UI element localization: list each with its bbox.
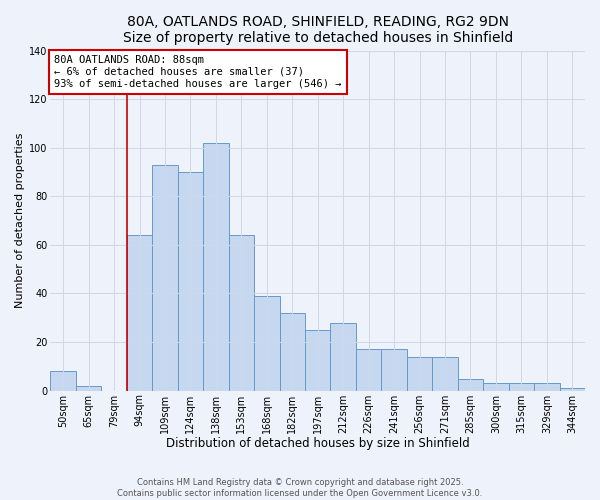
Bar [152, 164, 178, 390]
Bar [509, 384, 534, 390]
Bar [305, 330, 331, 390]
X-axis label: Distribution of detached houses by size in Shinfield: Distribution of detached houses by size … [166, 437, 470, 450]
Bar [458, 378, 483, 390]
Bar [407, 356, 432, 390]
Bar [76, 386, 101, 390]
Bar [280, 313, 305, 390]
Text: Contains HM Land Registry data © Crown copyright and database right 2025.
Contai: Contains HM Land Registry data © Crown c… [118, 478, 482, 498]
Bar [483, 384, 509, 390]
Text: 80A OATLANDS ROAD: 88sqm
← 6% of detached houses are smaller (37)
93% of semi-de: 80A OATLANDS ROAD: 88sqm ← 6% of detache… [54, 56, 342, 88]
Bar [254, 296, 280, 390]
Title: 80A, OATLANDS ROAD, SHINFIELD, READING, RG2 9DN
Size of property relative to det: 80A, OATLANDS ROAD, SHINFIELD, READING, … [122, 15, 513, 45]
Bar [560, 388, 585, 390]
Bar [356, 350, 382, 391]
Bar [382, 350, 407, 391]
Bar [127, 235, 152, 390]
Bar [331, 322, 356, 390]
Bar [203, 143, 229, 390]
Bar [534, 384, 560, 390]
Bar [178, 172, 203, 390]
Bar [229, 235, 254, 390]
Y-axis label: Number of detached properties: Number of detached properties [15, 133, 25, 308]
Bar [432, 356, 458, 390]
Bar [50, 371, 76, 390]
